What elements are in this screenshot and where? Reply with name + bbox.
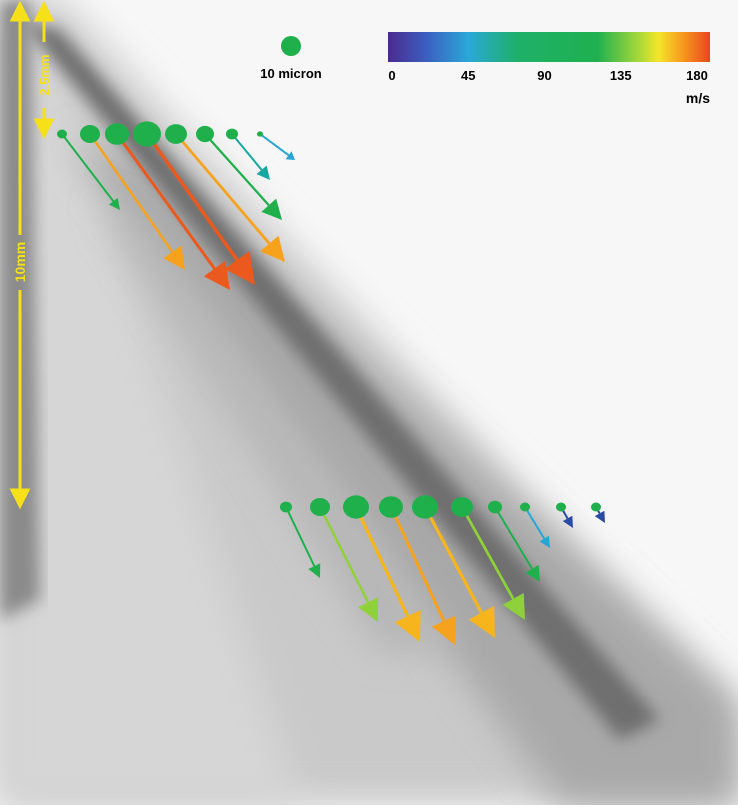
colorbar-tick-label: 180: [686, 68, 708, 83]
arrow-head: [308, 563, 321, 578]
velocity-arrow: [460, 506, 515, 600]
scale-bars: [9, 0, 55, 510]
velocity-arrow: [204, 133, 270, 206]
droplet: [591, 502, 601, 512]
droplet: [343, 495, 369, 519]
arrow-head: [431, 615, 456, 645]
droplet: [105, 123, 129, 145]
velocity-arrow: [318, 506, 370, 603]
droplet: [451, 497, 473, 517]
droplet: [379, 496, 403, 518]
droplet: [196, 125, 214, 143]
droplet: [310, 498, 330, 516]
arrow-head: [285, 151, 295, 160]
velocity-arrow: [231, 133, 263, 171]
velocity-arrow: [115, 133, 216, 270]
legend-droplet: [281, 36, 301, 56]
velocity-arrow: [88, 133, 174, 253]
arrow-head: [358, 597, 378, 622]
droplet: [520, 502, 530, 512]
arrow-head: [256, 165, 270, 180]
velocity-arrow: [174, 133, 271, 245]
arrow-head: [394, 610, 421, 642]
arrow-head: [224, 250, 255, 285]
arrow-head: [502, 592, 525, 620]
colorbar-tick-label: 135: [610, 68, 632, 83]
velocity-arrow: [145, 132, 239, 261]
droplet: [556, 502, 566, 512]
droplet: [133, 121, 161, 147]
arrow-head: [261, 198, 282, 220]
colorbar-tick-label: 0: [388, 68, 395, 83]
arrow-head: [539, 535, 550, 548]
velocity-arrow: [285, 506, 316, 567]
velocity-vectors: [57, 121, 605, 645]
droplet: [80, 125, 100, 143]
short-scale-label: 2.5mm: [37, 54, 52, 95]
colorbar-tick-label: 45: [461, 68, 475, 83]
arrow-head: [468, 606, 495, 638]
legend-label: 10 micron: [260, 66, 321, 81]
velocity-arrow: [494, 506, 533, 570]
velocity-arrow: [524, 506, 546, 540]
arrow-head: [108, 197, 120, 210]
droplet: [280, 501, 292, 513]
velocity-arrow: [389, 506, 446, 622]
arrow-head: [203, 260, 230, 290]
droplet: [488, 500, 502, 514]
velocity-arrow: [423, 506, 483, 614]
arrow-head: [525, 564, 540, 582]
droplet: [165, 124, 187, 144]
velocity-arrow: [61, 133, 115, 202]
droplet: [412, 495, 438, 519]
colorbar-unit: m/s: [686, 90, 710, 106]
velocity-arrow: [354, 506, 410, 617]
colorbar: [388, 32, 710, 62]
droplet: [57, 129, 67, 139]
long-scale-label: 10mm: [12, 242, 28, 282]
arrow-head: [260, 235, 285, 262]
arrow-head: [594, 510, 605, 523]
arrow-head: [163, 245, 185, 270]
droplet: [226, 128, 238, 140]
velocity-arrow: [259, 133, 290, 157]
droplet: [257, 131, 263, 137]
colorbar-tick-label: 90: [537, 68, 551, 83]
arrow-head: [562, 515, 573, 528]
